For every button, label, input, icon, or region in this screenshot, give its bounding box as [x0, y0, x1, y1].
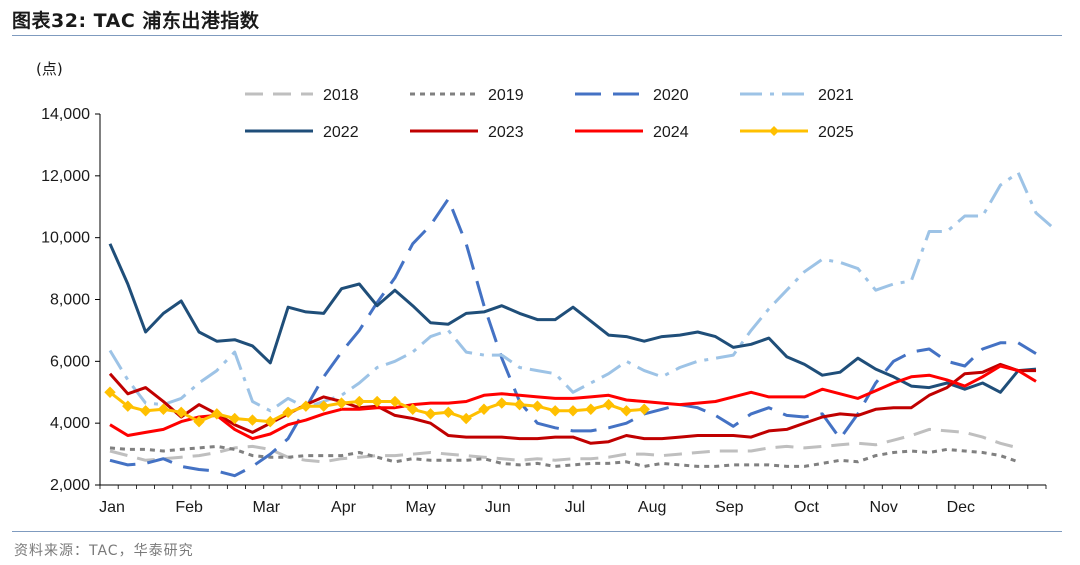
x-tick-label: Nov: [869, 499, 897, 516]
x-tick-label: Oct: [794, 499, 819, 516]
point-2025: [496, 397, 508, 409]
point-2025: [424, 408, 437, 420]
legend-label: 2021: [818, 87, 854, 104]
series-2021: [108, 171, 1055, 413]
legend-item-2024: 2024: [575, 124, 689, 141]
series-2023: [108, 362, 1036, 445]
legend-marker: [769, 126, 779, 136]
series-line-2021: [108, 171, 1055, 413]
x-tick-label: Jan: [99, 499, 125, 516]
series-line-2020: [109, 197, 1037, 478]
y-tick-label: 10,000: [41, 230, 90, 247]
legend-label: 2020: [653, 87, 689, 104]
legend-item-2019: 2019: [410, 87, 524, 104]
footer-divider: [12, 531, 1062, 532]
x-tick-label: Dec: [947, 499, 975, 516]
point-2025: [282, 406, 294, 419]
point-2025: [211, 408, 223, 420]
series-line-2022: [108, 243, 1037, 394]
point-2025: [157, 403, 170, 415]
point-2025: [460, 412, 472, 425]
point-2025: [389, 395, 401, 408]
series-2022: [108, 243, 1037, 394]
point-2025: [478, 403, 490, 415]
series-2020: [109, 197, 1037, 478]
point-2025: [104, 386, 116, 398]
point-2025: [228, 412, 241, 425]
legend-label: 2018: [323, 87, 359, 104]
chart-legend: 2018 2019 2020 2021 2022 2023 2024 2025: [245, 87, 854, 141]
series-line-2023: [108, 362, 1036, 445]
x-tick-label: Sep: [715, 499, 744, 516]
legend-item-2020: 2020: [575, 87, 689, 104]
series-line-2024: [109, 364, 1037, 441]
y-tick-label: 2,000: [50, 477, 90, 494]
series-2025: [104, 386, 650, 428]
point-2025: [353, 395, 366, 408]
series-line-2018: [109, 427, 1019, 464]
legend-item-2023: 2023: [410, 124, 524, 141]
point-2025: [335, 397, 348, 409]
point-2025: [317, 400, 330, 412]
legend-label: 2023: [488, 124, 524, 141]
x-tick-label: Apr: [331, 499, 357, 516]
series-2018: [109, 427, 1019, 464]
point-2025: [585, 403, 597, 415]
chart-series: [104, 171, 1055, 478]
series-line-2019: [109, 444, 1019, 468]
point-2025: [193, 415, 205, 428]
legend-item-2021: 2021: [740, 87, 854, 104]
chart-axes: 2,000 4,000 6,000 8,000 10,000 12,000 14,000 Ja…: [41, 106, 1047, 516]
x-tick-label: Jun: [485, 499, 511, 516]
legend-item-2022: 2022: [245, 124, 359, 141]
legend-label: 2022: [323, 124, 359, 141]
y-tick-label: 8,000: [50, 292, 90, 309]
point-2025: [300, 400, 312, 412]
legend-item-2018: 2018: [245, 87, 359, 104]
y-axis-unit-label: (点): [36, 60, 63, 78]
series-2024: [109, 364, 1037, 441]
x-tick-label: Aug: [638, 499, 666, 516]
y-tick-label: 4,000: [50, 415, 90, 432]
point-2025: [407, 403, 419, 415]
y-tick-label: 12,000: [41, 168, 90, 185]
x-tick-label: Mar: [253, 499, 281, 516]
point-2025: [122, 400, 134, 412]
point-2025: [246, 414, 259, 426]
legend-label: 2019: [488, 87, 524, 104]
legend-item-2025: 2025: [740, 124, 854, 141]
point-2025: [442, 406, 455, 419]
y-tick-label: 14,000: [41, 106, 90, 123]
series-2019: [109, 444, 1019, 468]
x-tick-label: May: [406, 499, 436, 516]
x-tick-label: Jul: [565, 499, 585, 516]
point-2025: [371, 395, 383, 408]
point-2025: [620, 405, 633, 417]
legend-label: 2024: [653, 124, 689, 141]
point-2025: [602, 398, 615, 411]
point-2025: [567, 405, 579, 417]
legend-label: 2025: [818, 124, 854, 141]
y-tick-label: 6,000: [50, 353, 90, 370]
point-2025: [638, 403, 650, 415]
title-divider: [12, 35, 1062, 36]
x-tick-label: Feb: [175, 499, 203, 516]
point-2025: [139, 405, 152, 417]
figure-title: 图表32: TAC 浦东出港指数: [12, 10, 260, 32]
source-note: 资料来源：TAC，华泰研究: [14, 543, 194, 559]
point-2025: [531, 400, 544, 412]
point-2025: [175, 406, 187, 419]
point-2025: [513, 398, 526, 411]
point-2025: [549, 405, 561, 417]
point-2025: [264, 415, 276, 428]
